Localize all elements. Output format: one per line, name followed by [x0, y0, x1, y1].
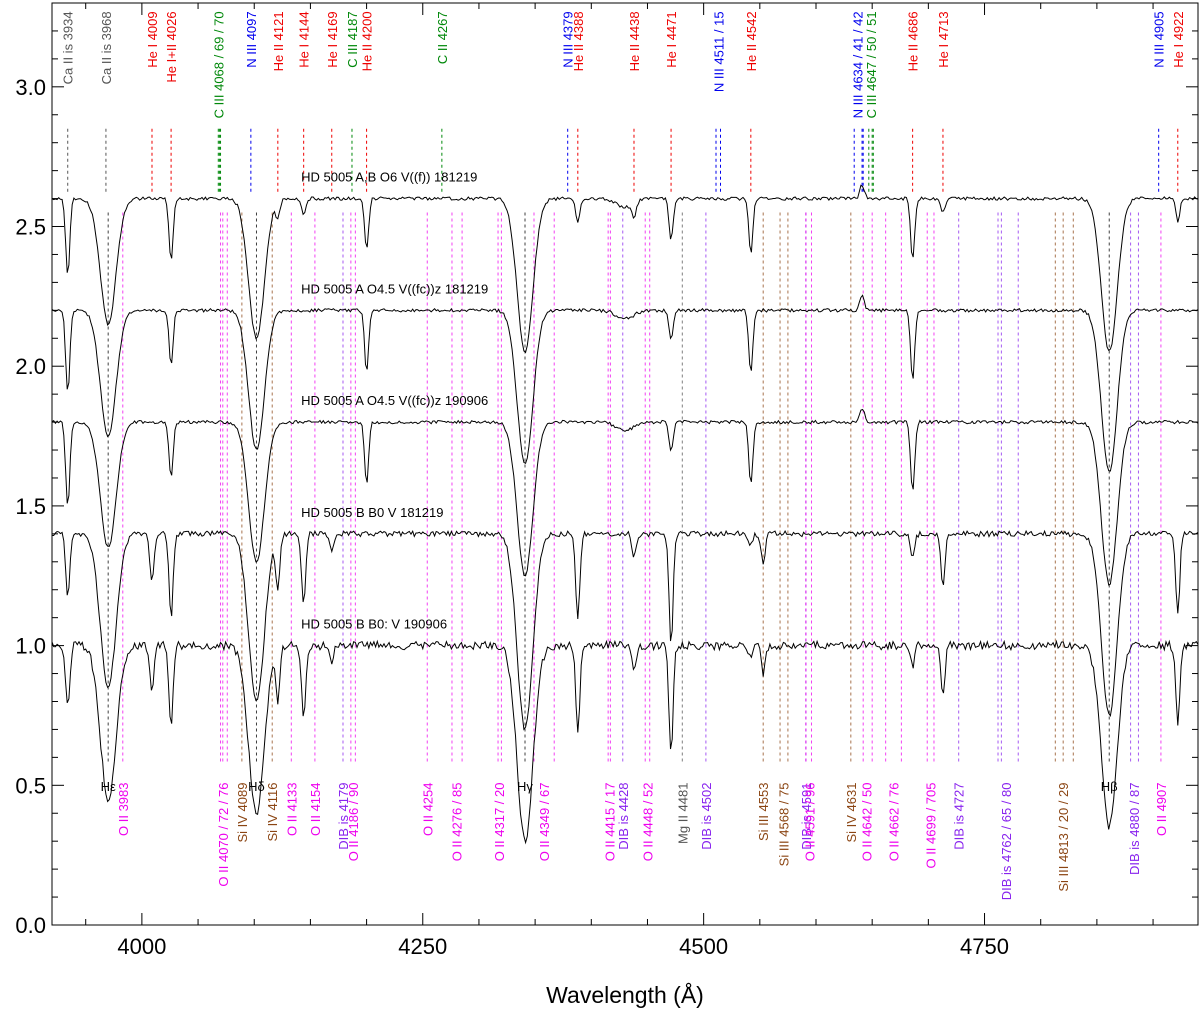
bottom-line-label: DIB is 4502: [699, 783, 714, 850]
top-line-label: He II 4121: [271, 11, 286, 71]
top-line-label: He I 4922: [1171, 11, 1186, 67]
bottom-line-label: DIB is 4762 / 65 / 80: [999, 783, 1014, 901]
top-line-label: N III 4511 / 15: [711, 11, 726, 92]
bottom-line-label: O II 4254: [420, 783, 435, 836]
spectrum-line: [51, 529, 1199, 731]
bottom-line-label: O II 4448 / 52: [640, 783, 655, 862]
axes: 0.0 0.5 1.0 1.5 2.0 2.5 3.0 4000 4250 4500 4750: [15, 2, 1199, 959]
plot-frame: [51, 2, 1199, 926]
top-line-label: He I+II 4026: [164, 11, 179, 82]
y-tick-label: 2.5: [15, 215, 46, 240]
bottom-line-label: Si IV 4116: [265, 783, 280, 842]
top-line-label: C III 4647 / 50 / 51: [864, 11, 879, 118]
spectrum-label: HD 5005 B B0: V 190906: [301, 617, 447, 632]
y-tick-label: 1.0: [15, 634, 46, 659]
bottom-line-label: O II 4591 / 96: [802, 783, 817, 862]
y-tick-label: 0.5: [15, 773, 46, 798]
bottom-line-label: O II 4154: [308, 783, 323, 836]
bottom-line-label: DIB is 4880 / 87: [1127, 783, 1142, 876]
top-line-label: N III 4634 / 41 / 42: [851, 11, 866, 118]
spectrum-label: HD 5005 A,B O6 V((f)) 181219: [301, 170, 477, 185]
top-line-label: He I 4169: [325, 11, 340, 67]
top-line-label: C III 4187: [345, 11, 360, 67]
x-tick-label: 4500: [679, 934, 728, 959]
x-tick-label: 4000: [117, 934, 166, 959]
bottom-line-label: O II 4907: [1154, 783, 1169, 836]
top-line-label: He II 4542: [744, 11, 759, 71]
bottom-line-label: O II 4070 / 72 / 76: [216, 783, 231, 887]
top-line-label: He II 4438: [627, 11, 642, 71]
bottom-line-label: Si IV 4089: [235, 783, 250, 843]
bottom-line-label: O II 4699 / 705: [924, 783, 939, 869]
spectrum-label: HD 5005 A O4.5 V((fc))z 181219: [301, 281, 488, 296]
bottom-line-label: Mg II 4481: [675, 783, 690, 844]
top-line-label: C II 4267: [435, 11, 450, 64]
bottom-line-label: Hδ: [248, 779, 265, 794]
top-line-label: He I 4471: [664, 11, 679, 67]
bottom-line-label: O II 4415 / 17: [602, 783, 617, 862]
bottom-line-label: Si III 4568 / 75: [776, 783, 791, 867]
spectra-series: HD 5005 A,B O6 V((f)) 181219 HD 5005 A O4…: [51, 170, 1199, 845]
bottom-line-label: DIB is 4727: [952, 783, 967, 850]
bottom-line-label: DIB is 4179: [336, 783, 351, 850]
top-line-label: N III 4905: [1152, 11, 1167, 67]
y-tick-label: 2.0: [15, 354, 46, 379]
bottom-line-label: O II 3983: [116, 783, 131, 836]
bottom-line-label: DIB is 4591: [799, 783, 814, 850]
y-tick-label: 3.0: [15, 75, 46, 100]
bottom-line-label: Hγ: [517, 779, 533, 794]
top-line-label: N III 4097: [244, 11, 259, 67]
bottom-line-label: O II 4133: [284, 783, 299, 836]
bottom-line-label: DIB is 4428: [616, 783, 631, 850]
bottom-line-label: O II 4662 / 76: [887, 783, 902, 862]
top-line-label: Ca II is 3968: [99, 11, 114, 84]
spectrum-label: HD 5005 B B0 V 181219: [301, 505, 443, 520]
bottom-line-label: Hε: [101, 779, 116, 794]
y-tick-label: 0.0: [15, 913, 46, 938]
spectrum-label: HD 5005 A O4.5 V((fc))z 190906: [301, 393, 488, 408]
bottom-line-label: O II 4349 / 67: [537, 783, 552, 862]
spectrum-line: [51, 294, 1199, 472]
spectrum-line: [51, 184, 1199, 354]
top-line-label: He II 4388: [571, 11, 586, 71]
top-line-label: He I 4144: [297, 11, 312, 67]
bottom-line-label: O II 4317 / 20: [492, 783, 507, 862]
top-line-label: C III 4068 / 69 / 70: [211, 11, 226, 118]
top-line-label: He I 4713: [936, 11, 951, 67]
top-line-label: Ca II is 3934: [61, 11, 76, 84]
x-tick-label: 4250: [398, 934, 447, 959]
line-annotations: Ca II is 3934 Ca II is 3968 He I 4009 He I+…: [61, 11, 1186, 900]
top-line-label: He I 4009: [145, 11, 160, 67]
bottom-line-label: Si III 4813 / 20 / 29: [1056, 783, 1071, 892]
bottom-line-label: O II 4186 / 90: [346, 783, 361, 862]
bottom-line-label: Si IV 4631: [844, 783, 859, 843]
x-tick-label: 4750: [960, 934, 1009, 959]
y-tick-label: 1.5: [15, 494, 46, 519]
top-line-label: He II 4200: [360, 11, 375, 71]
bottom-line-label: Hβ: [1101, 779, 1118, 794]
spectrum-line: [51, 408, 1199, 586]
bottom-line-label: O II 4642 / 50: [860, 783, 875, 862]
spectrum-line: [51, 639, 1199, 845]
x-axis-label: Wavelength (Å): [546, 981, 704, 1008]
bottom-line-label: Si III 4553: [756, 783, 771, 842]
top-line-label: He II 4686: [906, 11, 921, 71]
top-line-label: N III 4379: [561, 11, 576, 67]
bottom-line-label: O II 4276 / 85: [449, 783, 464, 862]
